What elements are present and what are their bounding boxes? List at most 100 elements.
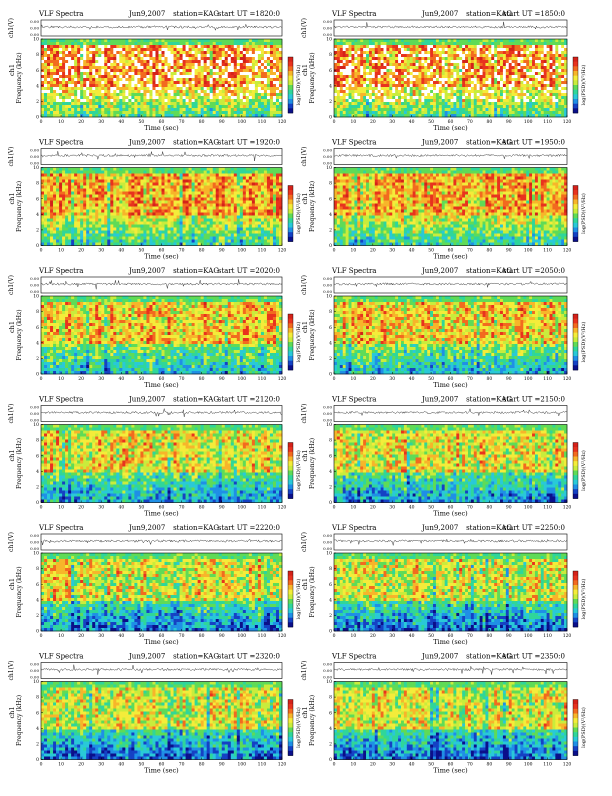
channel-ylabel: ch1	[301, 321, 309, 333]
colorbar	[288, 186, 293, 242]
panel-date: Jun9,2007	[421, 139, 458, 147]
x-tick-label: 40	[409, 505, 415, 511]
y-tick-label: 10	[326, 37, 332, 43]
x-tick-label: 70	[467, 633, 473, 639]
frequency-ylabel: Frequency (kHz)	[309, 695, 316, 746]
x-tick-label: 90	[506, 762, 512, 768]
waveform-ylabel: ch1(V)	[301, 275, 308, 295]
y-tick-label: 8	[36, 566, 39, 572]
waveform-tick-label: 0.00	[323, 675, 332, 680]
x-axis-label: Time (sec)	[433, 253, 468, 261]
x-tick-label: 0	[40, 376, 43, 382]
y-tick-label: 4	[36, 726, 39, 732]
x-tick-label: 70	[179, 119, 185, 125]
colorbar-label: log(PSD)(V²/Hz)	[580, 450, 587, 491]
x-tick-label: 120	[278, 505, 287, 511]
waveform-tick-label: 0.00	[323, 32, 332, 37]
y-tick-label: 10	[33, 551, 39, 557]
x-tick-label: 120	[278, 633, 287, 639]
x-tick-label: 80	[199, 119, 205, 125]
y-tick-label: 4	[329, 212, 332, 218]
channel-ylabel: ch1	[301, 578, 309, 590]
x-tick-label: 120	[563, 762, 572, 768]
panel-start-time: start UT =2350:0	[503, 653, 565, 661]
y-tick-label: 8	[329, 181, 332, 187]
x-tick-label: 80	[486, 505, 492, 511]
waveform-tick-label: 0.00	[323, 533, 332, 538]
y-tick-label: 8	[329, 309, 332, 315]
spectrogram-image	[334, 682, 567, 760]
waveform-tick-label: 0.00	[30, 154, 39, 159]
colorbar	[573, 314, 578, 370]
panel-station: station=KAG	[173, 396, 219, 404]
x-tick-label: 80	[199, 248, 205, 254]
frequency-ylabel: Frequency (kHz)	[309, 309, 316, 360]
x-tick-label: 100	[238, 762, 247, 768]
x-tick-label: 70	[179, 505, 185, 511]
y-tick-label: 10	[33, 422, 39, 428]
spectrogram-image	[41, 39, 282, 117]
y-tick-label: 8	[329, 695, 332, 701]
frequency-ylabel: Frequency (kHz)	[16, 309, 23, 360]
panel-date: Jun9,2007	[421, 10, 458, 18]
y-tick-label: 2	[36, 228, 39, 234]
x-tick-label: 0	[333, 248, 336, 254]
spectrogram-image	[41, 682, 282, 760]
waveform-tick-label: 0.00	[30, 540, 39, 545]
x-tick-label: 20	[370, 119, 376, 125]
x-tick-label: 70	[467, 248, 473, 254]
waveform-ylabel: ch1(V)	[301, 532, 308, 552]
x-tick-label: 90	[219, 248, 225, 254]
waveform-tick-label: 0.00	[323, 26, 332, 31]
panel-start-time: start UT =2320:0	[218, 653, 280, 661]
x-tick-label: 110	[543, 505, 552, 511]
y-tick-label: 6	[329, 453, 332, 459]
y-tick-label: 10	[33, 679, 39, 685]
x-tick-label: 40	[409, 248, 415, 254]
waveform-tick-label: 0.00	[323, 418, 332, 423]
x-tick-label: 100	[524, 119, 533, 125]
y-tick-label: 6	[36, 68, 39, 74]
panel-date: Jun9,2007	[128, 267, 165, 275]
x-tick-label: 80	[486, 248, 492, 254]
panel-start-time: start UT =2150:0	[503, 396, 565, 404]
channel-ylabel: ch1	[8, 321, 16, 333]
x-tick-label: 30	[98, 505, 104, 511]
panel-station: station=KAG	[173, 10, 219, 18]
x-tick-label: 70	[179, 248, 185, 254]
y-tick-label: 8	[329, 52, 332, 58]
y-tick-label: 6	[36, 710, 39, 716]
colorbar	[573, 700, 578, 756]
x-tick-label: 80	[486, 762, 492, 768]
x-tick-label: 20	[370, 248, 376, 254]
x-tick-label: 30	[389, 505, 395, 511]
x-tick-label: 120	[563, 633, 572, 639]
y-tick-label: 2	[36, 613, 39, 619]
panel-title: VLF Spectra	[331, 524, 376, 532]
waveform-frame	[334, 406, 567, 422]
x-tick-label: 70	[467, 376, 473, 382]
colorbar	[288, 571, 293, 627]
waveform-tick-label: 0.00	[323, 662, 332, 667]
x-tick-label: 40	[118, 762, 124, 768]
x-tick-label: 0	[333, 633, 336, 639]
panel-station: station=KAG	[173, 267, 219, 275]
x-tick-label: 30	[98, 762, 104, 768]
y-tick-label: 8	[329, 438, 332, 444]
x-tick-label: 70	[467, 119, 473, 125]
waveform-frame	[41, 534, 282, 550]
x-axis-label: Time (sec)	[144, 767, 179, 775]
panel-start-time: start UT =2020:0	[218, 267, 280, 275]
x-tick-label: 10	[58, 376, 64, 382]
frequency-ylabel: Frequency (kHz)	[16, 695, 23, 746]
panel-date: Jun9,2007	[128, 139, 165, 147]
panel-start-time: start UT =1820:0	[218, 10, 280, 18]
x-tick-label: 30	[389, 762, 395, 768]
x-tick-label: 120	[278, 762, 287, 768]
x-axis-label: Time (sec)	[144, 510, 179, 518]
y-tick-label: 2	[36, 356, 39, 362]
x-tick-label: 0	[333, 505, 336, 511]
x-tick-label: 70	[467, 762, 473, 768]
